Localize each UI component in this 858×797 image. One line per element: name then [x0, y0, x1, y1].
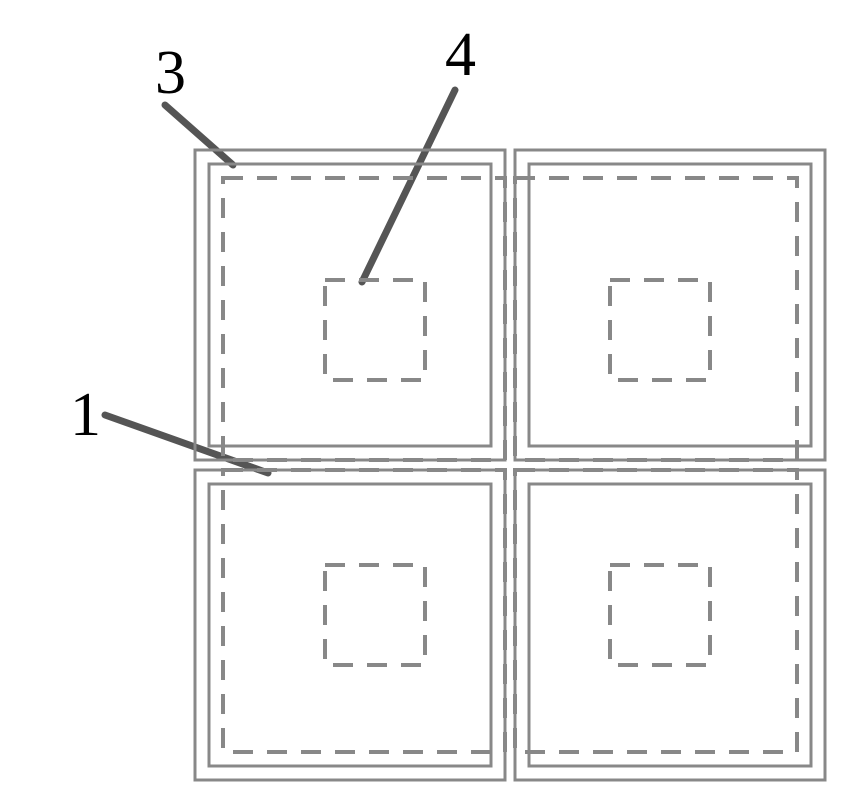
- dashed-inner-br: [515, 470, 797, 752]
- quad-br-inner-border: [529, 484, 811, 766]
- leader-line-1: [105, 415, 268, 473]
- center-box-br: [610, 565, 710, 665]
- quad-br-outer: [515, 470, 825, 780]
- dashed-inner-bl: [223, 470, 505, 752]
- center-box-tl: [325, 280, 425, 380]
- quad-bl-outer: [195, 470, 505, 780]
- quad-tr-outer: [515, 150, 825, 460]
- dashed-inner-tr: [515, 178, 797, 460]
- center-box-bl: [325, 565, 425, 665]
- dashed-inner-tl: [223, 178, 505, 460]
- diagram-canvas: 3 4 1: [0, 0, 858, 797]
- quad-tr-inner-border: [529, 164, 811, 446]
- diagram-svg: [0, 0, 858, 797]
- quad-bl-inner-border: [209, 484, 491, 766]
- center-box-tr: [610, 280, 710, 380]
- leader-line-3: [165, 105, 233, 165]
- quad-tl-inner-border: [209, 164, 491, 446]
- quad-tl-outer: [195, 150, 505, 460]
- leader-line-4: [362, 90, 455, 282]
